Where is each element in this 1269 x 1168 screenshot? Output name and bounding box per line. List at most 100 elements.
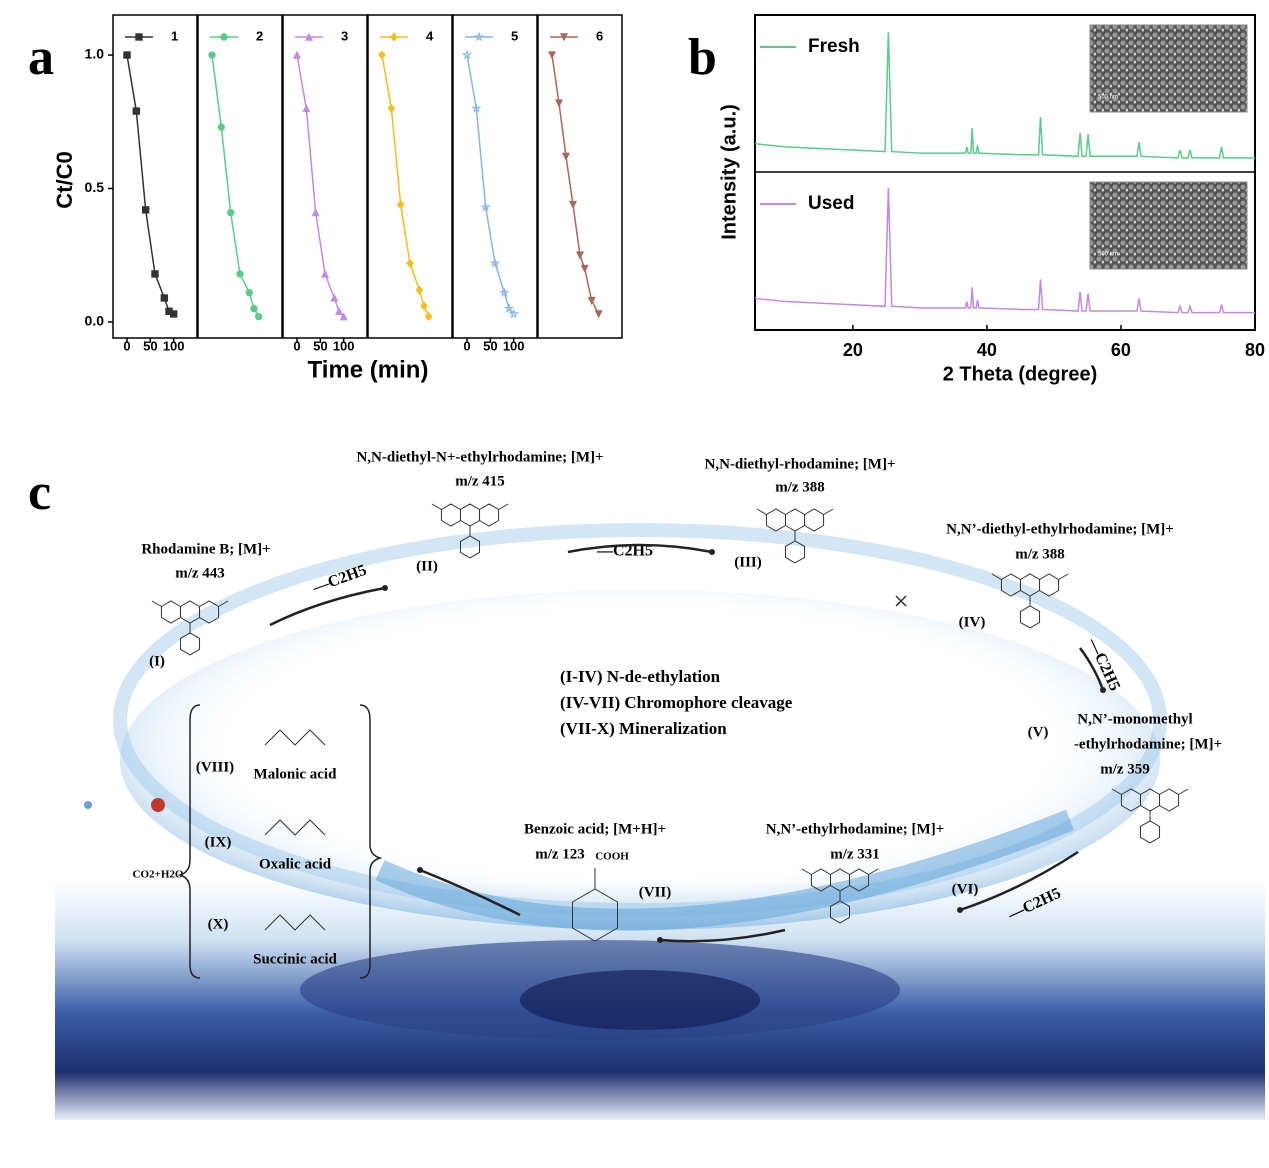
arrow-head — [382, 585, 388, 591]
marker — [311, 208, 320, 217]
series-line — [381, 54, 430, 317]
subplot-frame — [197, 14, 283, 339]
marker — [461, 49, 473, 60]
compound-id: (II) — [416, 558, 438, 574]
marker — [292, 50, 302, 59]
stage-label: (I-IV) N-de-ethylation — [560, 667, 721, 686]
x-tick-label: 0 — [463, 338, 470, 353]
marker — [575, 251, 585, 260]
compound-id: (I) — [149, 653, 165, 669]
marker — [587, 296, 596, 305]
x-tick-label: 100 — [163, 338, 185, 353]
ring — [1019, 605, 1041, 629]
marker — [320, 269, 330, 278]
bond — [218, 600, 229, 607]
legend-marker — [559, 33, 569, 42]
compound-name: N,N’-diethyl-ethylrhodamine; [M]+ — [946, 521, 1174, 537]
arrow-head — [1100, 687, 1106, 693]
legend-label: 5 — [511, 28, 518, 43]
reaction-arrow — [1078, 647, 1105, 691]
marker — [141, 206, 150, 214]
x-axis-label: Time (min) — [308, 356, 429, 383]
marker — [547, 51, 557, 60]
y-tick-label: 1.0 — [85, 46, 105, 62]
acid-name: Succinic acid — [253, 951, 337, 967]
ring — [179, 632, 201, 656]
ring — [765, 508, 786, 532]
ring — [459, 535, 481, 559]
compound-mz: m/z 359 — [1100, 761, 1150, 777]
water-background — [55, 523, 1265, 1120]
subplot-frame — [537, 14, 623, 339]
panel-label: a — [28, 29, 54, 86]
acid-id: (IX) — [205, 834, 232, 850]
legend-marker — [390, 32, 398, 42]
x-tick-label: 60 — [1111, 340, 1131, 360]
compound-id: (IV) — [959, 614, 986, 630]
sem-inset — [1089, 24, 1248, 113]
bond — [801, 868, 812, 875]
series-line — [211, 54, 260, 318]
marker — [508, 308, 519, 319]
ring — [784, 508, 806, 532]
x-tick-label: 20 — [843, 340, 863, 360]
ring — [829, 900, 851, 924]
marker — [499, 287, 510, 298]
brace — [177, 704, 201, 979]
series-line — [551, 54, 600, 315]
ring — [1139, 820, 1161, 844]
legend-label: 2 — [256, 28, 263, 43]
ring — [160, 600, 181, 624]
bond — [991, 573, 1002, 580]
xrd-pattern — [754, 32, 1255, 159]
marker — [160, 294, 169, 302]
reaction-arrow — [269, 586, 386, 627]
product-label: CO2+H2O — [133, 869, 184, 881]
ring — [479, 503, 500, 527]
bond — [1178, 788, 1189, 795]
legend-label: 6 — [596, 28, 603, 43]
x-tick-label: 100 — [333, 338, 355, 353]
brace — [359, 704, 383, 979]
legend-marker — [135, 33, 143, 41]
legend-label: 3 — [341, 28, 348, 43]
bond — [756, 508, 767, 515]
reaction-arrow — [567, 543, 713, 554]
acid-structure — [264, 729, 326, 746]
radical-icon — [84, 801, 92, 809]
compound-name: N,N’-ethylrhodamine; [M]+ — [766, 821, 945, 837]
arrow-head — [957, 907, 963, 913]
ring — [440, 503, 461, 527]
marker — [406, 258, 414, 268]
ring — [459, 503, 481, 527]
xrd-pattern — [754, 187, 1255, 314]
marker — [123, 51, 131, 59]
y-axis-label: Ct/C0 — [52, 151, 77, 208]
panel-label: c — [28, 464, 51, 521]
marker — [424, 312, 433, 322]
compound-name: Rhodamine B; [M]+ — [141, 541, 270, 557]
compound-id: (V) — [1028, 724, 1049, 740]
x-tick-label: 80 — [1245, 340, 1265, 360]
bond — [868, 868, 879, 875]
y-axis-label: Intensity (a.u.) — [718, 104, 740, 240]
compound-mz: m/z 331 — [830, 846, 880, 862]
ring — [804, 508, 825, 532]
reaction-arrow — [659, 928, 786, 943]
y-tick-label: 0.5 — [85, 179, 105, 195]
marker — [480, 201, 491, 212]
inset-scale-label: 500 nm — [1098, 252, 1118, 258]
compound-name: N,N-diethyl-rhodamine; [M]+ — [704, 456, 895, 472]
x-tick-label: 0 — [293, 338, 300, 353]
marker — [226, 208, 235, 217]
sem-inset — [1089, 181, 1248, 270]
acid-structure — [264, 819, 326, 836]
bond — [1111, 788, 1122, 795]
marker — [580, 264, 589, 273]
x-tick-label: 50 — [143, 338, 157, 353]
marker — [396, 199, 405, 210]
arrow-head — [417, 867, 423, 873]
bond — [151, 600, 162, 607]
x-tick-label: 50 — [483, 338, 497, 353]
